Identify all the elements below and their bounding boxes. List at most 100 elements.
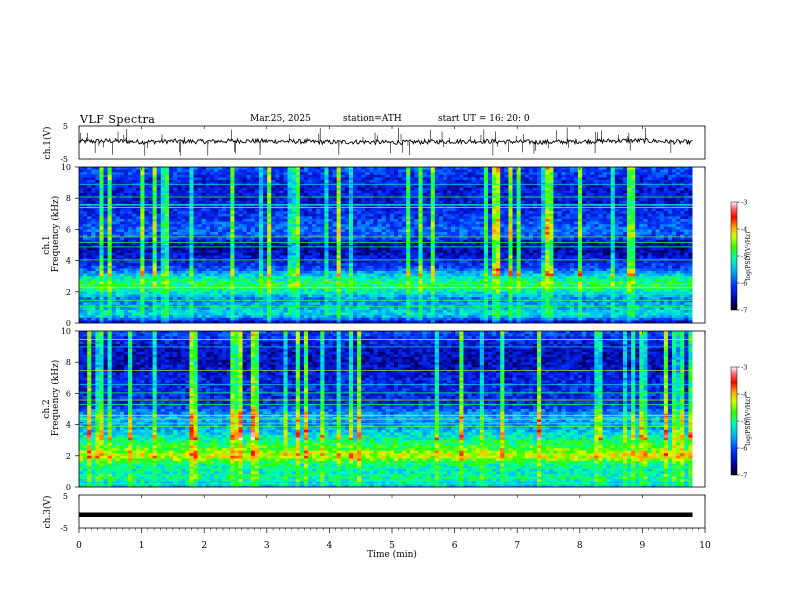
spectrogram-cell: [385, 169, 391, 173]
spectrogram-cell: [398, 226, 403, 230]
spectrogram-cell: [201, 250, 207, 254]
spectrogram-cell: [271, 213, 276, 217]
spectrogram-cell: [316, 187, 321, 191]
spectrogram-cell: [144, 200, 149, 204]
spectrogram-cell: [357, 190, 362, 194]
spectrogram-cell: [594, 174, 599, 178]
spectrogram-cell: [647, 224, 652, 228]
spectrogram-cell: [132, 234, 137, 238]
spectrogram-cell: [222, 226, 227, 230]
spectrogram-cell: [238, 224, 243, 228]
spectrogram-cell: [573, 200, 579, 204]
spectrogram-cell: [87, 216, 92, 220]
spectrogram-cell: [553, 180, 558, 183]
spectrogram-cell: [643, 211, 648, 215]
spectrogram-cell: [643, 190, 648, 194]
spectrogram-cell: [635, 187, 640, 191]
spectrogram-cell: [627, 185, 632, 189]
spectrogram-cell: [144, 172, 149, 176]
spectrogram-cell: [115, 213, 121, 217]
spectrogram-cell: [438, 198, 444, 202]
spectrogram-cell: [573, 219, 579, 222]
spectrogram-cell: [414, 239, 419, 243]
spectrogram-cell: [443, 239, 448, 243]
spectrogram-cell: [344, 221, 350, 225]
spectrogram-cell: [426, 216, 432, 220]
spectrogram-cell: [614, 208, 620, 212]
spectrogram-cell: [676, 224, 681, 228]
spectrogram-cell: [627, 187, 632, 191]
spectrogram-cell: [672, 172, 677, 176]
spectrogram-cell: [205, 250, 211, 254]
spectrogram-cell: [316, 200, 321, 204]
spectrogram-cell: [258, 232, 264, 235]
spectrogram-cell: [160, 193, 166, 196]
spectrogram-cell: [467, 232, 472, 235]
spectrogram-cell: [422, 237, 427, 241]
spectrogram-cell: [316, 250, 321, 254]
spectrogram-cell: [144, 167, 149, 170]
spectrogram-cell: [598, 177, 603, 181]
spectrogram-cell: [238, 229, 243, 233]
spectrogram-cell: [451, 221, 456, 225]
spectrogram-cell: [344, 172, 350, 176]
spectrogram-cell: [639, 219, 644, 222]
spectrogram-cell: [234, 250, 239, 254]
spectrogram-cell: [545, 167, 550, 170]
spectrogram-cell: [586, 229, 591, 233]
spectrogram-cell: [328, 200, 333, 204]
spectrogram-cell: [553, 193, 558, 196]
spectrogram-cell: [451, 200, 456, 204]
spectrogram-cell: [492, 193, 497, 196]
spectrogram-cell: [308, 245, 313, 248]
spectrogram-cell: [312, 229, 317, 233]
spectrogram-cell: [541, 242, 546, 246]
spectrogram-cell: [238, 216, 243, 220]
spectrogram-cell: [639, 190, 644, 194]
spectrogram-cell: [385, 190, 391, 194]
spectrogram-cell: [365, 239, 370, 243]
spectrogram-cell: [226, 216, 231, 220]
spectrogram-cell: [213, 180, 219, 183]
spectrogram-cell: [173, 167, 178, 170]
spectrogram-cell: [512, 193, 517, 196]
spectrogram-cell: [263, 208, 268, 212]
spectrogram-cell: [508, 177, 513, 181]
spectrogram-cell: [602, 216, 607, 220]
spectrogram-cell: [177, 237, 182, 241]
spectrogram-cell: [500, 177, 505, 181]
spectrogram-cell: [312, 198, 317, 202]
spectrogram-cell: [222, 198, 227, 202]
spectrogram-cell: [684, 167, 689, 170]
spectrogram-cell: [594, 187, 599, 191]
spectrogram-cell: [271, 237, 276, 241]
spectrogram-cell: [569, 213, 575, 217]
spectrogram-cell: [573, 198, 579, 202]
spectrogram-cell: [299, 239, 305, 243]
spectrogram-cell: [119, 247, 125, 251]
spectrogram-cell: [99, 177, 104, 181]
spectrogram-cell: [148, 177, 153, 181]
spectrogram-cell: [475, 193, 481, 196]
spectrogram-cell: [91, 211, 96, 215]
spectrogram-cell: [193, 208, 198, 212]
spectrogram-cell: [594, 169, 599, 173]
spectrogram-cell: [213, 200, 219, 204]
spectrogram-cell: [213, 219, 219, 222]
spectrogram-cell: [348, 224, 354, 228]
spectrogram-cell: [479, 169, 485, 173]
spectrogram-cell: [193, 200, 198, 204]
spectrogram-cell: [344, 208, 350, 212]
spectrogram-cell: [508, 247, 513, 251]
spectrogram-cell: [385, 211, 391, 215]
spectrogram-cell: [193, 237, 198, 241]
spectrogram-cell: [455, 193, 460, 196]
spectrogram-cell: [389, 200, 395, 204]
spectrogram-cell: [218, 174, 223, 178]
spectrogram-cell: [483, 187, 489, 191]
spectrogram-cell: [393, 172, 399, 176]
spectrogram-cell: [667, 245, 673, 248]
spectrogram-cell: [406, 198, 411, 202]
spectrogram-cell: [140, 216, 145, 220]
spectrogram-cell: [287, 219, 292, 222]
